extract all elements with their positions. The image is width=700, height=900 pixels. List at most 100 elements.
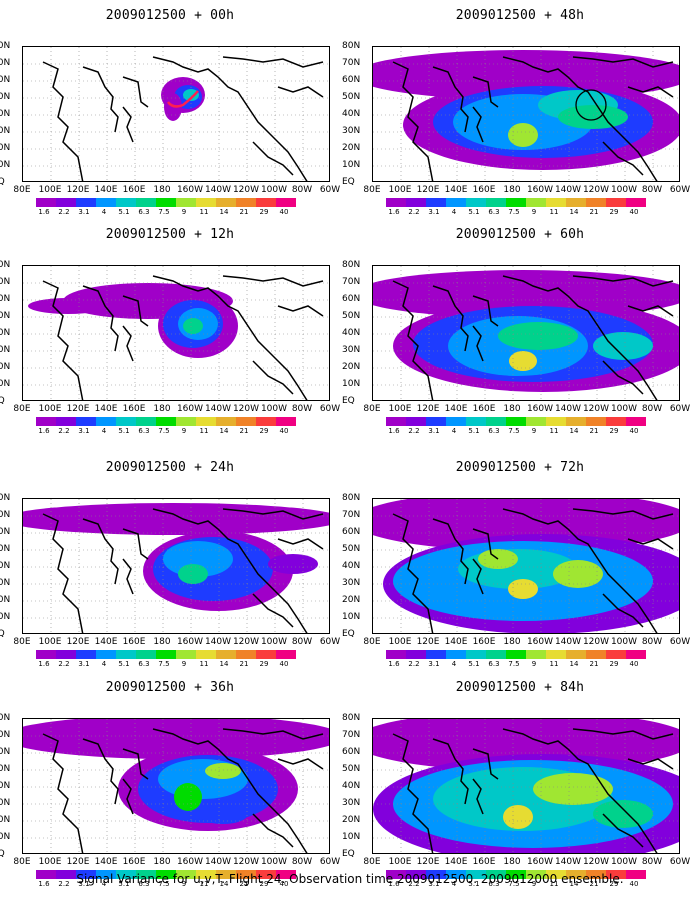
lon-tick-label: 140E <box>444 185 468 195</box>
variance-contour <box>508 123 538 147</box>
colorbar-label: 1.6 <box>388 880 400 888</box>
coastline <box>602 593 644 628</box>
colorbar-swatch <box>446 417 466 426</box>
lat-tick-label: 20N <box>0 815 11 825</box>
coastline <box>472 106 484 143</box>
lat-tick-label: 60N <box>0 294 11 304</box>
colorbar-swatch <box>256 417 276 426</box>
colorbar-swatch <box>156 870 176 879</box>
variance-contour <box>28 298 108 314</box>
lon-tick-label: 120E <box>66 404 90 414</box>
colorbar-label: 40 <box>279 208 289 216</box>
lon-tick-label: 100E <box>388 404 412 414</box>
lon-tick-label: 100W <box>260 185 288 195</box>
colorbar-swatch <box>96 417 116 426</box>
colorbar-swatch <box>386 870 406 879</box>
lon-tick-label: 140W <box>204 404 232 414</box>
lat-tick-label: 50N <box>342 311 361 321</box>
lat-tick-label: 80N <box>0 41 11 51</box>
coastline <box>252 141 294 176</box>
colorbar-label: 40 <box>629 208 639 216</box>
map-panel: 2009012500 + 48h 80N 70N 60N 50N 40N 30N 20N 10N… <box>342 8 691 223</box>
colorbar-label: 3.1 <box>78 660 90 668</box>
lon-tick-label: 120E <box>416 637 440 647</box>
colorbar-swatch <box>506 417 526 426</box>
colorbar-swatch <box>606 870 626 879</box>
lat-tick-label: 20N <box>342 143 361 153</box>
colorbar-swatch <box>586 198 606 207</box>
colorbar-swatch <box>156 650 176 659</box>
lon-tick-label: 120W <box>582 404 610 414</box>
colorbar-label: 29 <box>259 427 269 435</box>
panel-title: 2009012500 + 84h <box>455 680 585 695</box>
lon-tick-label: 120E <box>66 185 90 195</box>
lon-tick-label: 80W <box>641 404 663 414</box>
coastline <box>277 758 324 770</box>
coastline <box>222 275 324 287</box>
lon-tick-label: 140W <box>204 185 232 195</box>
colorbar-label: 40 <box>279 880 289 888</box>
lon-tick-label: 140W <box>554 185 582 195</box>
colorbar-swatch <box>586 870 606 879</box>
colorbar-label: 1.6 <box>38 880 50 888</box>
lon-tick-label: 140W <box>554 857 582 867</box>
coastline <box>122 748 149 780</box>
colorbar <box>36 870 296 879</box>
variance-contour <box>205 763 241 779</box>
colorbar-label: 4 <box>101 208 107 216</box>
colorbar <box>36 198 296 207</box>
colorbar-swatch <box>116 870 136 879</box>
lon-tick-label: 60W <box>669 185 691 195</box>
lat-tick-label: 30N <box>342 126 361 136</box>
coastline <box>472 528 499 560</box>
colorbar-swatch <box>386 417 406 426</box>
coastline <box>572 275 674 287</box>
coastline <box>122 76 149 108</box>
coastline <box>472 325 484 362</box>
colorbar-label: 21 <box>589 660 599 668</box>
panel-title: 2009012500 + 36h <box>105 680 235 695</box>
colorbar-label: 29 <box>609 660 619 668</box>
colorbar-label: 6.3 <box>138 880 150 888</box>
lon-tick-label: 160W <box>526 857 554 867</box>
variance-contour <box>558 105 628 129</box>
lon-tick-label: 160E <box>472 857 496 867</box>
colorbar-swatch <box>486 417 506 426</box>
colorbar-label: 1.6 <box>38 427 50 435</box>
lat-tick-label: EQ <box>342 629 355 639</box>
lon-tick-label: 120W <box>232 185 260 195</box>
colorbar-label: 6.3 <box>138 427 150 435</box>
lon-tick-label: 120E <box>416 857 440 867</box>
map-plot-area <box>22 498 330 634</box>
coastline <box>472 295 499 327</box>
colorbar-label: 5.1 <box>468 427 480 435</box>
colorbar-label: 11 <box>549 880 559 888</box>
colorbar-swatch <box>406 650 426 659</box>
colorbar-swatch <box>446 198 466 207</box>
colorbar <box>386 870 646 879</box>
colorbar-swatch <box>506 870 526 879</box>
colorbar-label: 5.1 <box>468 880 480 888</box>
lat-tick-label: 20N <box>342 815 361 825</box>
lon-tick-label: 60W <box>669 637 691 647</box>
lat-tick-label: 40N <box>342 328 361 338</box>
colorbar-label: 14 <box>569 427 579 435</box>
lon-tick-label: 180 <box>153 637 171 647</box>
lon-tick-label: 120W <box>232 857 260 867</box>
coastline <box>152 508 308 633</box>
colorbar-label: 21 <box>589 208 599 216</box>
panel-title: 2009012500 + 00h <box>105 8 235 23</box>
lon-tick-label: 60W <box>319 857 341 867</box>
coastline <box>277 305 324 317</box>
colorbar-label: 6.3 <box>488 208 500 216</box>
colorbar-swatch <box>486 870 506 879</box>
map-plot-area <box>22 718 330 854</box>
colorbar-label: 7.5 <box>508 208 520 216</box>
lon-tick-label: 160W <box>176 857 204 867</box>
colorbar-label: 4 <box>451 427 457 435</box>
colorbar-label: 2.2 <box>408 660 420 668</box>
lat-tick-label: 80N <box>342 713 361 723</box>
map-plot-area <box>372 265 680 401</box>
colorbar-label: 1.6 <box>388 208 400 216</box>
colorbar-label: 6.3 <box>138 208 150 216</box>
